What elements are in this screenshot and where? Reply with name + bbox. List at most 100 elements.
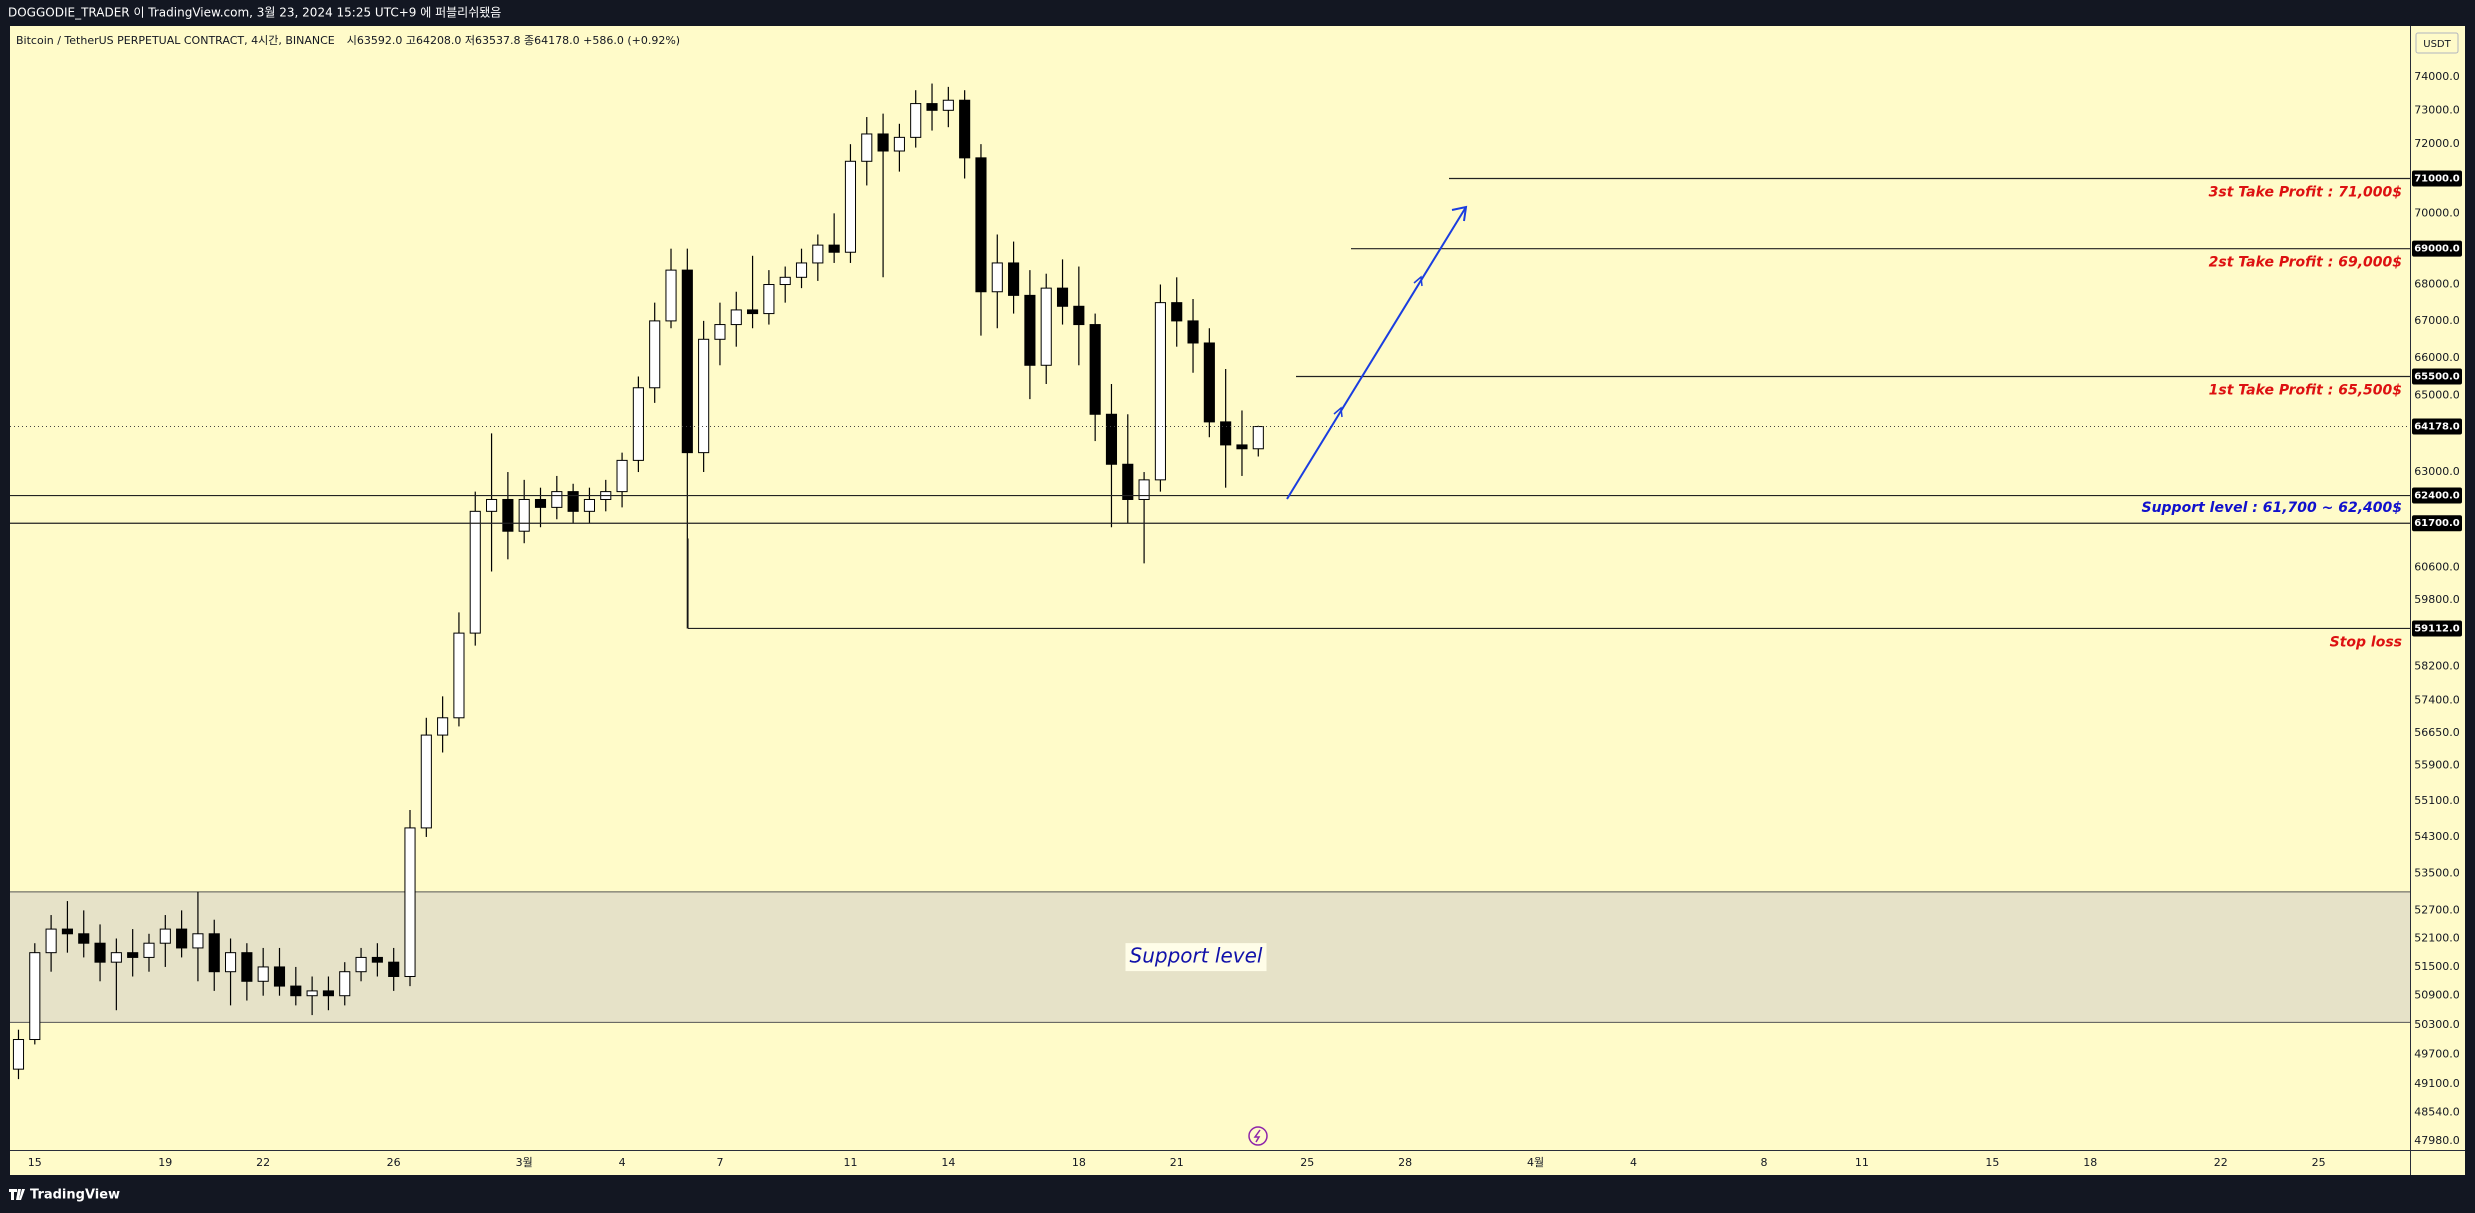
candle-body bbox=[322, 990, 334, 997]
candle-body bbox=[1008, 262, 1020, 296]
price-tag bbox=[2412, 170, 2462, 187]
price-note: 2st Take Profit : 69,000$ bbox=[2209, 255, 2402, 271]
x-tick-label: 11 bbox=[1855, 1156, 1869, 1169]
x-tick-label: 14 bbox=[941, 1156, 955, 1169]
currency-box bbox=[2415, 32, 2459, 54]
candle-body bbox=[371, 956, 383, 963]
candle-body bbox=[1040, 287, 1052, 366]
y-tick-label: 70000.0 bbox=[2414, 206, 2460, 219]
candle-body bbox=[583, 498, 596, 512]
candle-body bbox=[61, 928, 73, 935]
y-tick-label: 50900.0 bbox=[2414, 989, 2460, 1002]
candle-body bbox=[355, 956, 367, 973]
candle-body bbox=[1105, 413, 1118, 465]
candle-body bbox=[844, 160, 857, 253]
event-circle[interactable] bbox=[1248, 1126, 1268, 1146]
candle-body bbox=[567, 491, 579, 512]
x-tick-label: 18 bbox=[1072, 1156, 1086, 1169]
candle-body bbox=[420, 734, 432, 829]
y-tick-label: 49100.0 bbox=[2414, 1077, 2460, 1090]
candle-body bbox=[665, 269, 677, 322]
candle-body bbox=[1252, 426, 1264, 450]
y-tick-label: 72000.0 bbox=[2414, 137, 2460, 150]
candle-body bbox=[1024, 294, 1036, 366]
x-tick-label: 21 bbox=[1170, 1156, 1184, 1169]
candle-body bbox=[975, 157, 987, 293]
x-tick-label: 15 bbox=[1985, 1156, 1999, 1169]
y-tick-label: 55100.0 bbox=[2414, 794, 2460, 807]
arrow-chevron bbox=[1413, 275, 1423, 287]
candle-body bbox=[926, 103, 938, 111]
y-tick-label: 49700.0 bbox=[2414, 1047, 2460, 1060]
price-tag-label: 62400.0 bbox=[2414, 491, 2460, 502]
candle-body bbox=[1154, 302, 1166, 481]
x-tick-label: 11 bbox=[843, 1156, 857, 1169]
candle-body bbox=[78, 933, 90, 944]
x-tick-label: 8 bbox=[1760, 1156, 1767, 1169]
candle-body bbox=[518, 498, 530, 532]
candle-body bbox=[893, 136, 905, 152]
candle-body bbox=[388, 961, 400, 977]
y-tick-label: 66000.0 bbox=[2414, 351, 2460, 364]
publisher-line: DOGGODIE_TRADER 이 TradingView.com, 3월 23… bbox=[8, 6, 501, 20]
y-tick-label: 47980.0 bbox=[2414, 1134, 2460, 1147]
candle-body bbox=[502, 498, 514, 532]
price-tag-label: 61700.0 bbox=[2414, 518, 2460, 529]
zone-label-bg bbox=[1125, 943, 1267, 972]
y-tick-label: 60600.0 bbox=[2414, 560, 2460, 573]
plot-area: Support level 74000.0 73000.0 72000.0 70000.… bbox=[10, 70, 2462, 1169]
y-tick-label: 73000.0 bbox=[2414, 103, 2460, 116]
candle-body bbox=[404, 827, 416, 977]
y-tick-label: 53500.0 bbox=[2414, 866, 2460, 879]
candle-body bbox=[877, 133, 889, 152]
candle-body bbox=[1203, 342, 1215, 423]
candle-body bbox=[779, 276, 791, 286]
candle-body bbox=[681, 269, 693, 454]
y-tick-label: 59800.0 bbox=[2414, 593, 2460, 606]
brand: TradingView bbox=[9, 1188, 120, 1203]
brand-name: TradingView bbox=[30, 1188, 120, 1203]
price-note: Support level : 61,700 ~ 62,400$ bbox=[2141, 500, 2402, 516]
x-tick-label: 15 bbox=[28, 1156, 42, 1169]
candle-body bbox=[110, 952, 122, 963]
event-bolt bbox=[1253, 1129, 1261, 1143]
price-tag-label: 69000.0 bbox=[2414, 244, 2460, 255]
candle-body bbox=[159, 928, 171, 944]
candle-body bbox=[763, 284, 775, 315]
candle-body bbox=[795, 262, 808, 278]
candle-body bbox=[339, 971, 351, 997]
candle-body bbox=[453, 632, 465, 719]
candle-body bbox=[812, 244, 824, 264]
y-tick-label: 52700.0 bbox=[2414, 903, 2460, 916]
candle-body bbox=[94, 942, 106, 963]
y-tick-label: 58200.0 bbox=[2414, 660, 2460, 673]
y-tick-label: 50300.0 bbox=[2414, 1018, 2460, 1031]
x-tick-label: 19 bbox=[158, 1156, 172, 1169]
candle-body bbox=[747, 309, 759, 315]
candle-body bbox=[632, 387, 644, 461]
x-tick-label: 4월 bbox=[1527, 1156, 1544, 1169]
y-tick-label: 56650.0 bbox=[2414, 726, 2460, 739]
candle-body bbox=[1236, 444, 1248, 450]
arrow-line bbox=[1286, 206, 1467, 500]
candle-body bbox=[616, 459, 628, 493]
candle-body bbox=[12, 1039, 25, 1070]
x-tick-label: 4 bbox=[619, 1156, 626, 1169]
price-tag bbox=[2412, 487, 2462, 504]
x-tick-label: 3월 bbox=[516, 1156, 533, 1169]
price-note: 3st Take Profit : 71,000$ bbox=[2209, 185, 2402, 201]
candle-body bbox=[551, 491, 563, 508]
candle-body bbox=[1187, 320, 1199, 344]
x-tick-label: 26 bbox=[387, 1156, 401, 1169]
x-tick-label: 25 bbox=[1300, 1156, 1314, 1169]
candle-body bbox=[486, 498, 498, 512]
candle-body bbox=[942, 99, 954, 111]
event-icon[interactable] bbox=[1248, 1126, 1268, 1146]
y-tick-label: 54300.0 bbox=[2414, 830, 2460, 843]
candle-body bbox=[176, 928, 188, 949]
x-tick-label: 4 bbox=[1630, 1156, 1637, 1169]
price-tag bbox=[2412, 240, 2462, 257]
candle-body bbox=[1073, 305, 1085, 326]
candle-body bbox=[649, 320, 661, 389]
